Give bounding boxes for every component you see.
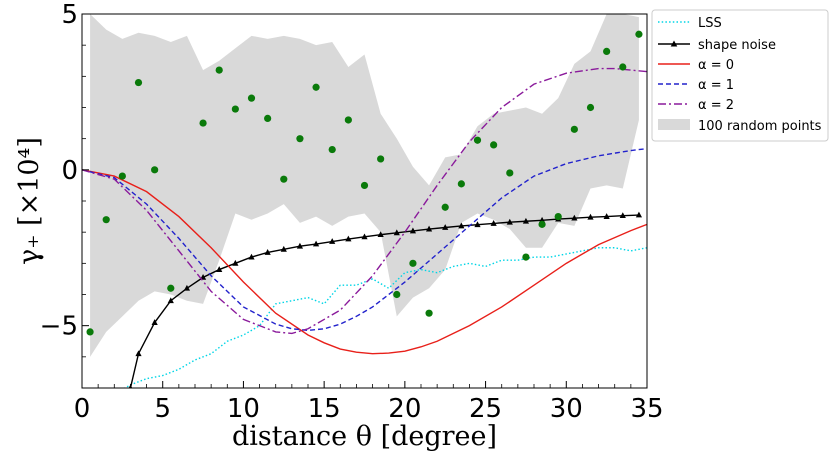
- legend-label-alpha-2: α = 2: [698, 98, 734, 113]
- y-tick-label: 0: [61, 156, 78, 186]
- shape-noise-marker: [442, 224, 449, 230]
- scatter-point: [393, 290, 401, 299]
- legend-box: [651, 9, 829, 142]
- legend: LSS shape noise α = 0 α = 1 α = 2 100 ra…: [651, 9, 829, 142]
- series-line-1: [82, 147, 647, 332]
- x-tick-label: 15: [308, 394, 341, 424]
- scatter-point: [586, 103, 595, 112]
- scatter-point: [86, 328, 94, 336]
- scatter-point: [280, 175, 288, 183]
- x-tick-label: 20: [388, 394, 421, 424]
- legend-label-random-points: 100 random points: [698, 119, 822, 134]
- scatter-point: [425, 309, 433, 317]
- scatter-layer: [86, 30, 643, 336]
- y-axis-label: γ₊ [×10⁴]: [14, 137, 45, 265]
- scatter-point: [247, 94, 256, 102]
- x-tick-label: 10: [227, 394, 260, 424]
- shape-noise-marker: [248, 253, 255, 260]
- series-line-lss: [123, 247, 647, 388]
- shape-noise-marker: [280, 245, 287, 252]
- legend-label-alpha-0: α = 0: [698, 58, 734, 73]
- shape-noise-marker: [506, 218, 513, 225]
- shape-noise-marker: [183, 284, 191, 291]
- shape-noise-marker: [619, 212, 626, 219]
- scatter-point: [506, 169, 514, 177]
- scatter-point: [409, 259, 417, 267]
- scatter-point: [570, 125, 578, 133]
- scatter-point: [134, 78, 143, 87]
- x-tick-label: 35: [630, 394, 663, 424]
- y-tick-label: 5: [61, 0, 78, 30]
- y-tick-label: −5: [40, 312, 78, 342]
- shape-noise-marker: [135, 350, 142, 357]
- shape-noise-marker: [393, 229, 400, 236]
- scatter-point: [441, 203, 449, 211]
- shape-noise-marker: [425, 225, 433, 232]
- series-layer: [82, 67, 647, 388]
- shape-noise-marker: [409, 227, 417, 234]
- scatter-point: [151, 166, 159, 174]
- legend-label-shape-noise: shape noise: [698, 38, 776, 53]
- x-tick-label: 30: [550, 394, 583, 424]
- shape-noise-marker: [264, 249, 271, 255]
- scatter-point: [360, 181, 369, 190]
- shape-noise-marker: [296, 242, 304, 249]
- scatter-point: [102, 216, 110, 224]
- shape-noise-marker: [329, 238, 336, 244]
- series-line-0: [82, 169, 647, 355]
- x-tick-label: 0: [74, 394, 91, 424]
- shape-noise-marker: [587, 213, 594, 220]
- shape-noise-marker: [522, 217, 530, 224]
- shape-noise-marker: [458, 222, 465, 229]
- shape-noise-marker: [474, 221, 481, 228]
- shape-noise-marker: [216, 266, 223, 272]
- scatter-point: [522, 253, 530, 261]
- x-axis-label: distance θ [degree]: [232, 421, 497, 451]
- scatter-point: [199, 119, 207, 127]
- scatter-point: [231, 105, 239, 113]
- scatter-point: [603, 47, 611, 56]
- scatter-point: [118, 172, 126, 180]
- shape-noise-marker: [490, 220, 497, 226]
- x-tick-label: 25: [469, 394, 502, 424]
- scatter-point: [635, 30, 643, 38]
- shape-noise-marker: [635, 211, 643, 218]
- scatter-point: [328, 145, 336, 154]
- scatter-point: [473, 136, 482, 144]
- series-line-2: [82, 67, 647, 335]
- shape-noise-marker: [377, 231, 384, 238]
- tick-layer: 0 5 10 15 20 25 30 35 −5 0 5: [40, 0, 664, 424]
- shape-noise-marker: [361, 233, 368, 240]
- scatter-point: [167, 284, 175, 292]
- legend-swatch-random-points: [658, 119, 690, 130]
- scatter-point: [377, 155, 385, 163]
- shape-noise-marker: [345, 235, 352, 242]
- legend-label-lss: LSS: [698, 16, 722, 31]
- scatter-point: [619, 63, 627, 71]
- scatter-point: [344, 116, 352, 124]
- scatter-point: [490, 141, 498, 149]
- x-tick-label: 5: [154, 394, 171, 424]
- scatter-point: [554, 212, 562, 221]
- shape-noise-marker: [571, 214, 578, 221]
- scatter-point: [264, 114, 272, 123]
- legend-label-alpha-1: α = 1: [698, 78, 734, 93]
- shape-noise-marker: [232, 259, 239, 266]
- legend-marker-shape-noise: [670, 40, 678, 47]
- shape-noise-marker: [603, 213, 610, 219]
- scatter-point: [538, 220, 546, 228]
- scatter-point: [457, 180, 465, 188]
- scatter-point: [296, 135, 304, 143]
- shape-noise-marker: [151, 319, 158, 325]
- shape-noise-marker: [167, 297, 174, 304]
- shape-noise-marker: [312, 240, 320, 247]
- scatter-point: [312, 83, 320, 91]
- scatter-point: [215, 66, 223, 74]
